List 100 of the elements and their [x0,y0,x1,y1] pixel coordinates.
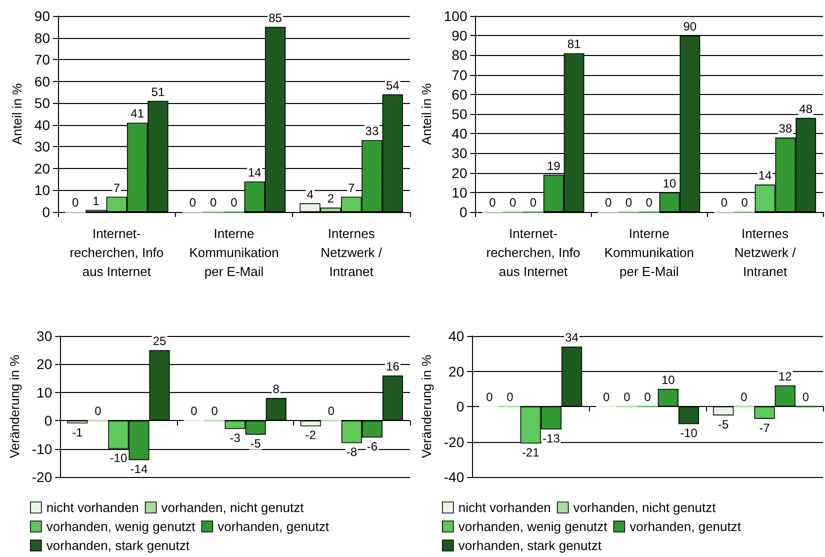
y-tick-label: 20 [448,363,464,380]
legend-label: vorhanden, wenig genutzt [458,519,608,534]
y-tick-label: 40 [452,126,468,142]
data-label: 0 [509,195,516,210]
y-axis-title: Veränderung in % [7,354,22,458]
y-tick-label: 90 [452,28,468,44]
y-tick-label: 10 [36,384,52,400]
data-label: 0 [802,390,810,404]
data-label: 0 [72,195,80,210]
legend-label: nicht vorhanden [46,500,139,515]
y-tick-label: 0 [42,204,50,220]
data-label: -5 [250,436,262,451]
x-tick-label: Internes Netzwerk / Intranet [734,226,796,279]
y-tick-label: 50 [34,95,50,112]
legend-label: vorhanden, genutzt [218,519,330,534]
data-label: -5 [718,417,730,432]
y-tick-label: 70 [34,52,50,68]
data-label: -10 [680,426,698,440]
y-tick-label: 80 [34,30,50,46]
data-label: 0 [328,404,335,418]
data-label: 0 [189,195,196,210]
y-tick-label: 60 [452,86,468,102]
data-label: 8 [272,382,280,396]
y-tick-label: 70 [452,66,468,83]
data-label: 41 [130,106,144,121]
data-label: -2 [305,428,316,442]
y-tick-label: 90 [34,8,50,24]
data-label: 0 [603,390,610,404]
y-tick-label: 10 [34,182,50,198]
x-tick-label: Interne Kommunikation per E-Mail [189,226,279,279]
data-label: 0 [530,195,537,210]
data-label: 0 [230,195,238,210]
y-tick-label: 30 [34,138,50,155]
data-label: 10 [661,372,676,387]
data-label: -1 [72,425,84,440]
data-label: -3 [230,431,241,446]
data-label: 0 [740,390,748,404]
x-tick-label: Internes Netzwerk / Intranet [320,226,382,279]
data-label: 33 [365,124,379,138]
y-axis-title: Anteil in % [10,82,25,145]
data-label: 1 [92,194,100,208]
y-tick-label: 20 [34,160,50,176]
y-tick-label: 20 [36,356,52,372]
data-label: 14 [758,168,772,183]
y-tick-label: -10 [32,440,52,457]
data-label: 90 [683,20,697,34]
y-tick-label: -20 [32,469,52,485]
y-axis-title: Veränderung in % [419,354,434,458]
data-label: 34 [565,330,579,345]
y-tick-label: 40 [34,116,50,133]
legend-label: vorhanden, stark genutzt [46,538,190,553]
bar [754,406,775,419]
x-tick-label: Interne Kommunikation per E-Mail [604,226,694,279]
data-label: 7 [348,180,355,195]
y-tick-label: 30 [452,145,468,162]
data-label: 0 [486,390,494,404]
data-label: 85 [268,10,282,25]
legend-label: vorhanden, genutzt [630,519,742,534]
data-label: 38 [778,122,792,136]
data-label: 0 [604,195,612,210]
bar [774,385,796,406]
data-label: -8 [346,445,358,460]
data-label: 4 [306,187,314,202]
data-label: 25 [152,334,166,348]
data-label: 2 [327,192,334,206]
data-label: -7 [759,420,770,435]
data-label: 0 [741,195,748,210]
data-label: 0 [644,390,652,404]
data-label: 48 [799,102,813,116]
data-label: 81 [567,37,582,52]
bar [658,388,678,406]
y-tick-label: -40 [444,469,464,485]
y-tick-label: -20 [444,434,464,450]
legend-label: vorhanden, wenig genutzt [46,519,196,534]
data-label: -10 [110,450,128,465]
x-tick-label: Internet- recherchen, Info aus Internet [486,226,580,279]
data-label: -14 [130,462,148,476]
y-tick-label: 0 [456,398,464,414]
data-label: 0 [625,195,632,210]
data-label: 54 [386,78,400,92]
bar [678,406,700,424]
legend-label: vorhanden, nicht genutzt [573,500,716,515]
data-label: 16 [386,359,400,374]
data-label: 0 [720,195,728,210]
data-label: -21 [522,446,540,460]
data-label: 14 [248,166,262,180]
data-label: 0 [646,195,653,210]
data-label: 0 [210,195,218,210]
y-tick-label: 30 [36,328,52,344]
data-label: -13 [542,431,560,446]
y-tick-label: 0 [44,412,52,429]
y-tick-label: 10 [452,184,468,200]
data-label: 51 [151,84,165,99]
legend-label: vorhanden, stark genutzt [458,538,602,553]
y-axis-title: Anteil in % [419,82,434,145]
data-label: 0 [624,390,631,404]
data-label: 0 [211,404,218,418]
legend-label: nicht vorhanden [458,500,551,515]
bar [713,406,734,416]
data-label: 10 [662,176,677,190]
